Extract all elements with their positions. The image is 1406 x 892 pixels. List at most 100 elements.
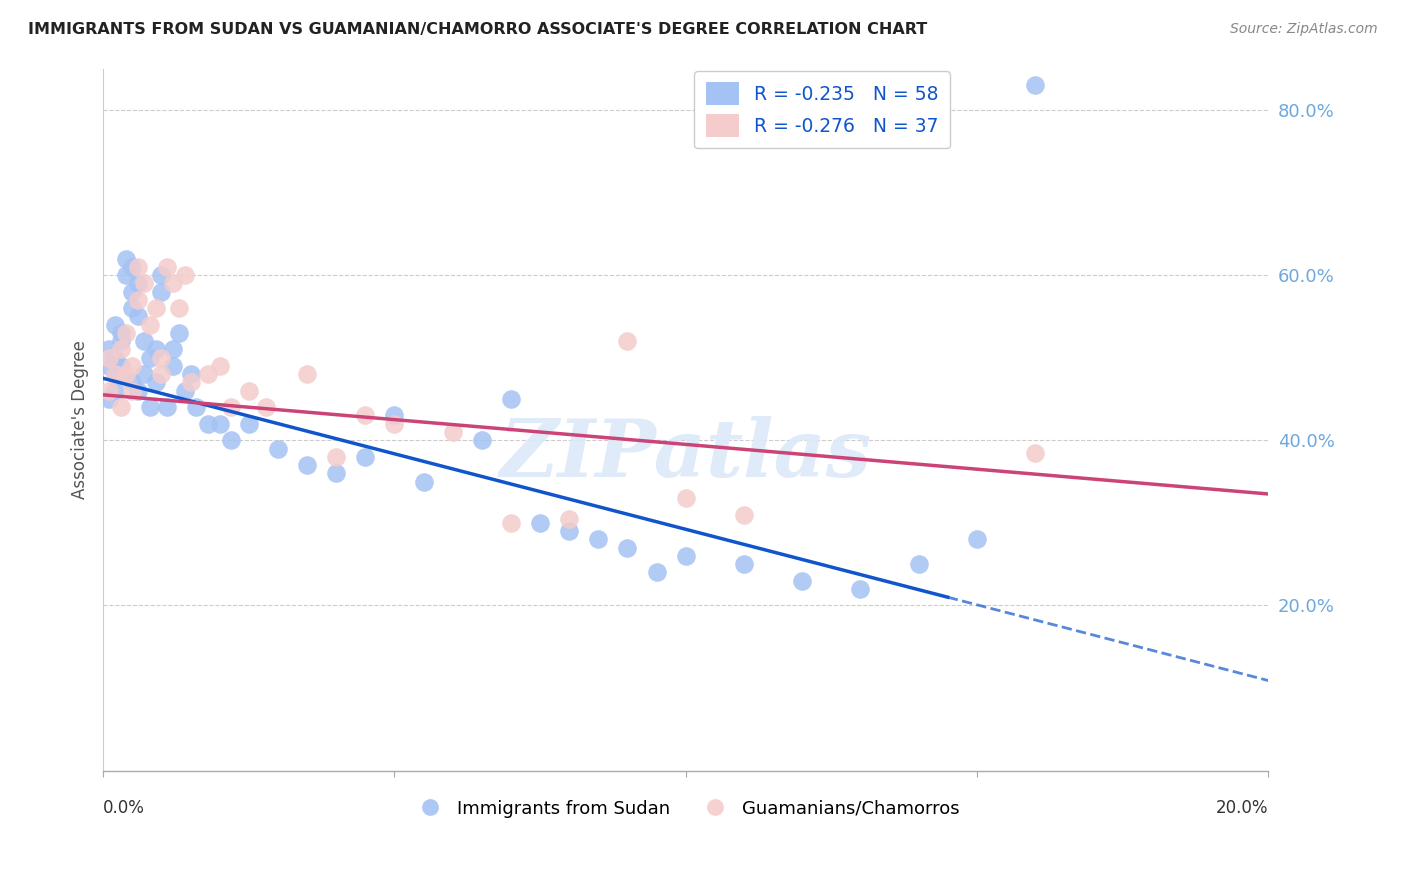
Point: [132, 334, 155, 348]
Point: [104, 384, 127, 398]
Point: [167, 326, 190, 340]
Point: [384, 417, 406, 431]
Text: 20.0%: 20.0%: [1216, 799, 1268, 817]
Point: [138, 401, 160, 415]
Point: [150, 285, 173, 299]
Point: [471, 434, 494, 448]
Point: [197, 367, 219, 381]
Point: [127, 277, 149, 291]
Point: [115, 252, 138, 266]
Point: [325, 467, 347, 481]
Point: [179, 376, 201, 390]
Point: [150, 351, 173, 365]
Point: [110, 359, 132, 373]
Point: [173, 384, 195, 398]
Point: [115, 326, 138, 340]
Point: [441, 425, 464, 439]
Point: [616, 334, 638, 348]
Point: [127, 310, 149, 324]
Point: [354, 450, 377, 464]
Point: [238, 384, 260, 398]
Point: [121, 285, 143, 299]
Point: [162, 277, 184, 291]
Point: [156, 401, 179, 415]
Point: [110, 334, 132, 348]
Point: [145, 376, 167, 390]
Point: [616, 541, 638, 555]
Point: [295, 458, 318, 472]
Point: [254, 401, 277, 415]
Point: [529, 516, 551, 530]
Point: [97, 359, 120, 373]
Point: [110, 326, 132, 340]
Point: [127, 293, 149, 307]
Point: [115, 367, 138, 381]
Point: [645, 566, 668, 580]
Point: [558, 512, 581, 526]
Point: [150, 268, 173, 282]
Point: [907, 557, 929, 571]
Point: [412, 475, 434, 489]
Y-axis label: Associate's Degree: Associate's Degree: [72, 340, 89, 499]
Point: [849, 582, 872, 596]
Point: [208, 417, 231, 431]
Point: [792, 574, 814, 588]
Point: [1024, 445, 1046, 459]
Point: [132, 277, 155, 291]
Point: [138, 351, 160, 365]
Point: [121, 301, 143, 315]
Point: [499, 516, 522, 530]
Point: [295, 367, 318, 381]
Point: [733, 557, 755, 571]
Point: [104, 351, 127, 365]
Point: [138, 318, 160, 332]
Point: [558, 524, 581, 538]
Text: IMMIGRANTS FROM SUDAN VS GUAMANIAN/CHAMORRO ASSOCIATE'S DEGREE CORRELATION CHART: IMMIGRANTS FROM SUDAN VS GUAMANIAN/CHAMO…: [28, 22, 928, 37]
Point: [1024, 78, 1046, 92]
Point: [173, 268, 195, 282]
Point: [104, 367, 127, 381]
Point: [208, 359, 231, 373]
Text: ZIPatlas: ZIPatlas: [499, 416, 872, 493]
Point: [127, 260, 149, 274]
Point: [150, 367, 173, 381]
Point: [110, 401, 132, 415]
Point: [966, 533, 988, 547]
Point: [733, 508, 755, 522]
Point: [97, 343, 120, 357]
Point: [162, 343, 184, 357]
Point: [219, 434, 242, 448]
Point: [675, 549, 697, 563]
Text: Source: ZipAtlas.com: Source: ZipAtlas.com: [1230, 22, 1378, 37]
Point: [499, 392, 522, 406]
Point: [167, 301, 190, 315]
Point: [179, 367, 201, 381]
Point: [127, 384, 149, 398]
Point: [354, 409, 377, 423]
Text: 0.0%: 0.0%: [103, 799, 145, 817]
Point: [115, 268, 138, 282]
Point: [162, 359, 184, 373]
Legend: Immigrants from Sudan, Guamanians/Chamorros: Immigrants from Sudan, Guamanians/Chamor…: [405, 792, 967, 825]
Point: [186, 401, 208, 415]
Point: [121, 359, 143, 373]
Point: [121, 260, 143, 274]
Point: [675, 491, 697, 505]
Point: [97, 351, 120, 365]
Point: [267, 442, 290, 456]
Point: [104, 318, 127, 332]
Point: [588, 533, 610, 547]
Point: [238, 417, 260, 431]
Point: [145, 301, 167, 315]
Point: [197, 417, 219, 431]
Point: [104, 367, 127, 381]
Point: [156, 260, 179, 274]
Point: [97, 384, 120, 398]
Point: [121, 384, 143, 398]
Point: [219, 401, 242, 415]
Point: [121, 376, 143, 390]
Point: [132, 367, 155, 381]
Point: [325, 450, 347, 464]
Point: [384, 409, 406, 423]
Point: [145, 343, 167, 357]
